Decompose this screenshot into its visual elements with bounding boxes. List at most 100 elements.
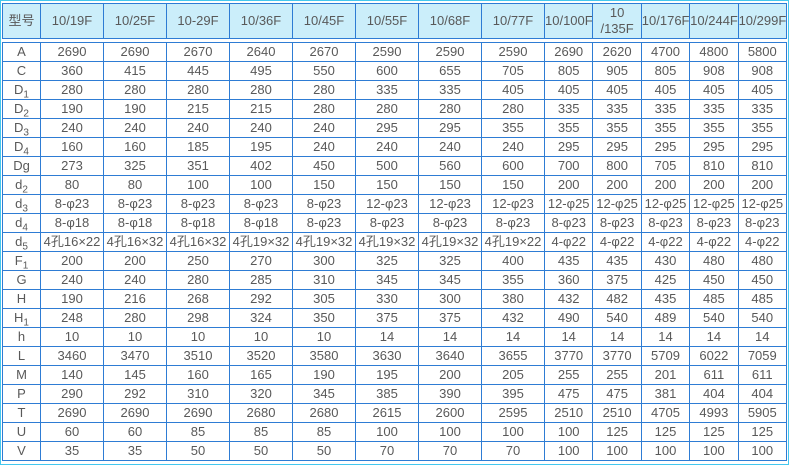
table-cell: 70 [418,441,482,461]
table-cell: 100 [592,441,642,461]
table-cell: 10 [229,327,293,347]
table-cell: 125 [640,422,691,442]
table-row: H1 248 280 298 324 350 375 375 432 490 540 489 540 54… [2,308,788,328]
table-cell: 405 [543,80,594,100]
table-cell: 273 [40,156,104,176]
table-cell: 12-φ25 [640,194,691,214]
table-cell: 140 [40,365,104,385]
column-header: 10/45F [292,3,356,39]
table-cell: 50 [166,441,230,461]
table-cell: 4孔16×32 [166,232,230,252]
table-cell: 324 [229,308,293,328]
column-header: 10/299F [737,3,788,39]
table-cell: 280 [103,80,167,100]
table-cell: 355 [481,118,545,138]
table-cell: 190 [40,289,104,309]
table-cell: 160 [103,137,167,157]
table-cell: 195 [355,365,419,385]
table-cell: 70 [481,441,545,461]
row-label: A [2,42,41,62]
table-cell: 485 [737,289,788,309]
table-row: G 240 240 280 285 310 345 345 355 360 375 425 450 450 [2,270,788,290]
table-cell: 355 [640,118,691,138]
table-cell: 145 [103,365,167,385]
table-cell: 215 [166,99,230,119]
table-row: d2 80 80 100 100 150 150 150 150 200 200 200 200 200 [2,175,788,195]
table-cell: 255 [592,365,642,385]
table-cell: 335 [640,99,691,119]
table-cell: 240 [103,270,167,290]
table-cell: 10 [40,327,104,347]
table-cell: 280 [292,80,356,100]
table-cell: 2590 [418,42,482,62]
table-cell: 12-φ25 [737,194,788,214]
table-cell: 12-φ23 [355,194,419,214]
row-label: U [2,422,41,442]
table-cell: 908 [689,61,739,81]
table-cell: 4705 [640,403,691,423]
table-cell: 611 [689,365,739,385]
table-cell: 295 [737,137,788,157]
table-cell: 125 [592,422,642,442]
table-cell: 160 [40,137,104,157]
table-cell: 280 [292,99,356,119]
table-cell: 85 [166,422,230,442]
table-cell: 200 [543,175,594,195]
table-cell: 345 [355,270,419,290]
table-cell: 402 [229,156,293,176]
row-label: d4 [2,213,41,233]
column-header: 10/36F [229,3,293,39]
table-cell: 150 [292,175,356,195]
table-cell: 100 [166,175,230,195]
table-cell: 705 [481,61,545,81]
table-cell: 355 [689,118,739,138]
table-cell: 5800 [737,42,788,62]
table-cell: 655 [418,61,482,81]
row-label: D4 [2,137,41,157]
table-cell: 165 [229,365,293,385]
table-cell: 50 [229,441,293,461]
table-row: F1 200 200 250 270 300 325 325 400 435 435 430 480 48… [2,251,788,271]
row-label: d5 [2,232,41,252]
table-cell: 335 [543,99,594,119]
table-cell: 240 [229,118,293,138]
table-cell: 2600 [418,403,482,423]
table-row: d3 8-φ23 8-φ23 8-φ23 8-φ23 8-φ23 12-φ23 12-φ23 1… [2,194,788,214]
table-cell: 2640 [229,42,293,62]
row-label: L [2,346,41,366]
table-cell: 2690 [103,403,167,423]
row-label: T [2,403,41,423]
table-cell: 295 [418,118,482,138]
table-cell: 335 [737,99,788,119]
table-cell: 150 [481,175,545,195]
table-row: M 140 145 160 165 190 195 200 205 255 255 201 611 611 [2,365,788,385]
table-cell: 3510 [166,346,230,366]
table-cell: 560 [418,156,482,176]
table-cell: 201 [640,365,691,385]
table-cell: 375 [418,308,482,328]
table-cell: 351 [166,156,230,176]
table-cell: 482 [592,289,642,309]
table-cell: 432 [543,289,594,309]
table-cell: 8-φ18 [229,213,293,233]
row-label: C [2,61,41,81]
table-cell: 540 [592,308,642,328]
table-cell: 240 [103,118,167,138]
table-cell: 4孔19×32 [355,232,419,252]
table-cell: 4孔16×22 [40,232,104,252]
table-cell: 2590 [355,42,419,62]
table-cell: 6022 [689,346,739,366]
table-cell: 805 [543,61,594,81]
table-cell: 480 [737,251,788,271]
table-cell: 100 [543,422,594,442]
table-cell: 60 [103,422,167,442]
table-cell: 125 [737,422,788,442]
table-cell: 8-φ23 [737,213,788,233]
table-cell: 450 [292,156,356,176]
table-cell: 4993 [689,403,739,423]
table-cell: 3770 [592,346,642,366]
table-cell: 345 [418,270,482,290]
table-row: Dg 273 325 351 402 450 500 560 600 700 800 705 810 81… [2,156,788,176]
table-cell: 35 [40,441,104,461]
table-cell: 280 [166,270,230,290]
